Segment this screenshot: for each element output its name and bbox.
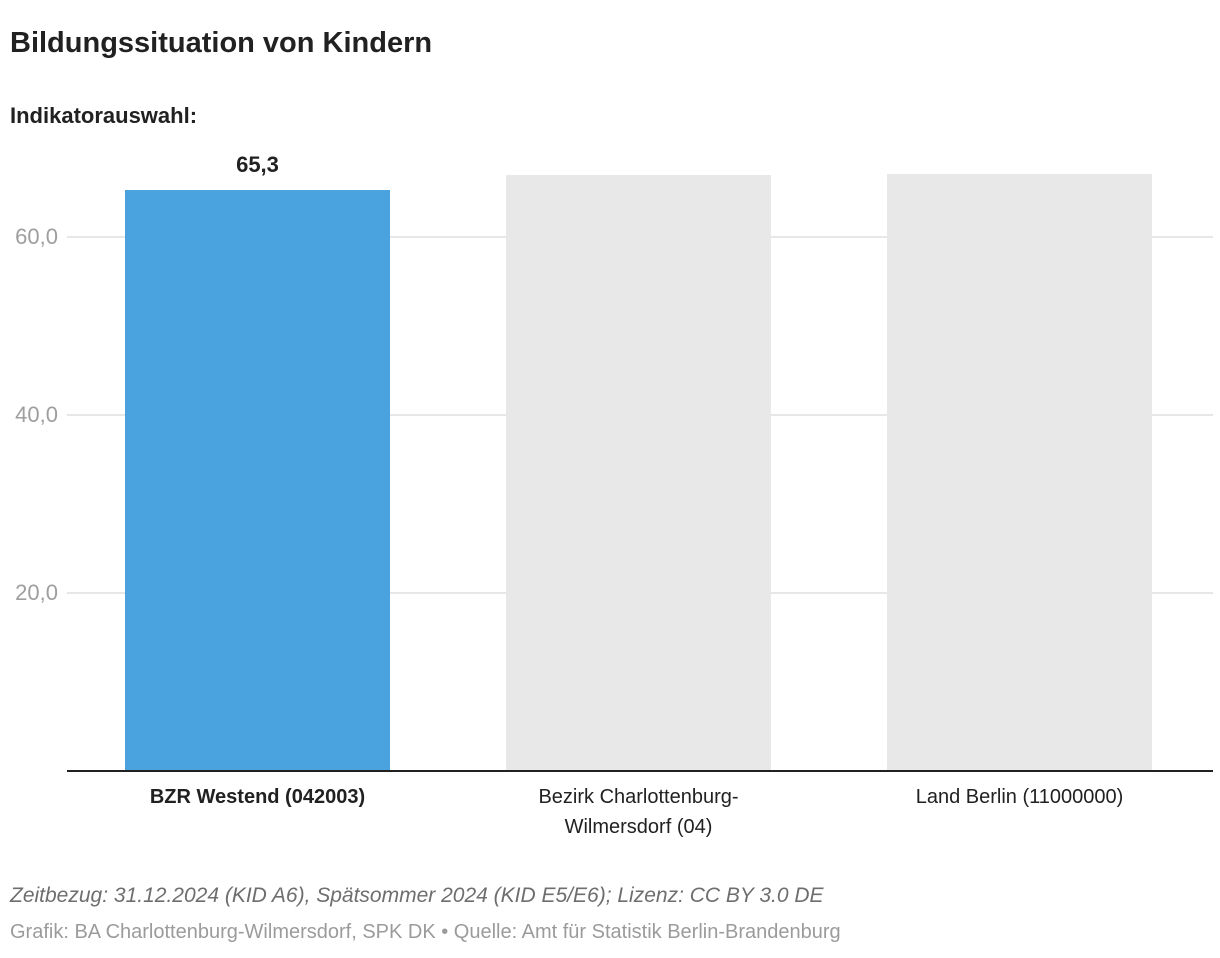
indicator-selection-label: Indikatorauswahl: [10,103,198,129]
page-title: Bildungssituation von Kindern [10,27,433,60]
bar-1[interactable] [125,190,390,771]
y-axis-tick-label: 40,0 [15,402,58,427]
y-axis-tick-label: 20,0 [15,580,58,605]
footer-zeitbezug-lizenz: Zeitbezug: 31.12.2024 (KID A6), Spätsomm… [10,884,824,907]
y-axis-tick-label: 60,0 [15,224,58,249]
bar-3[interactable] [887,174,1152,771]
x-axis-line [67,770,1213,772]
bar-value-label: 65,3 [236,152,279,177]
x-axis-category-label: Bezirk Charlottenburg-Wilmersdorf (04) [538,786,739,838]
footer-grafik-quelle: Grafik: BA Charlottenburg-Wilmersdorf, S… [10,921,841,943]
x-axis-category-label: Land Berlin (11000000) [915,786,1124,808]
bar-2[interactable] [506,175,771,771]
x-axis-category-label: BZR Westend (042003) [149,786,366,808]
